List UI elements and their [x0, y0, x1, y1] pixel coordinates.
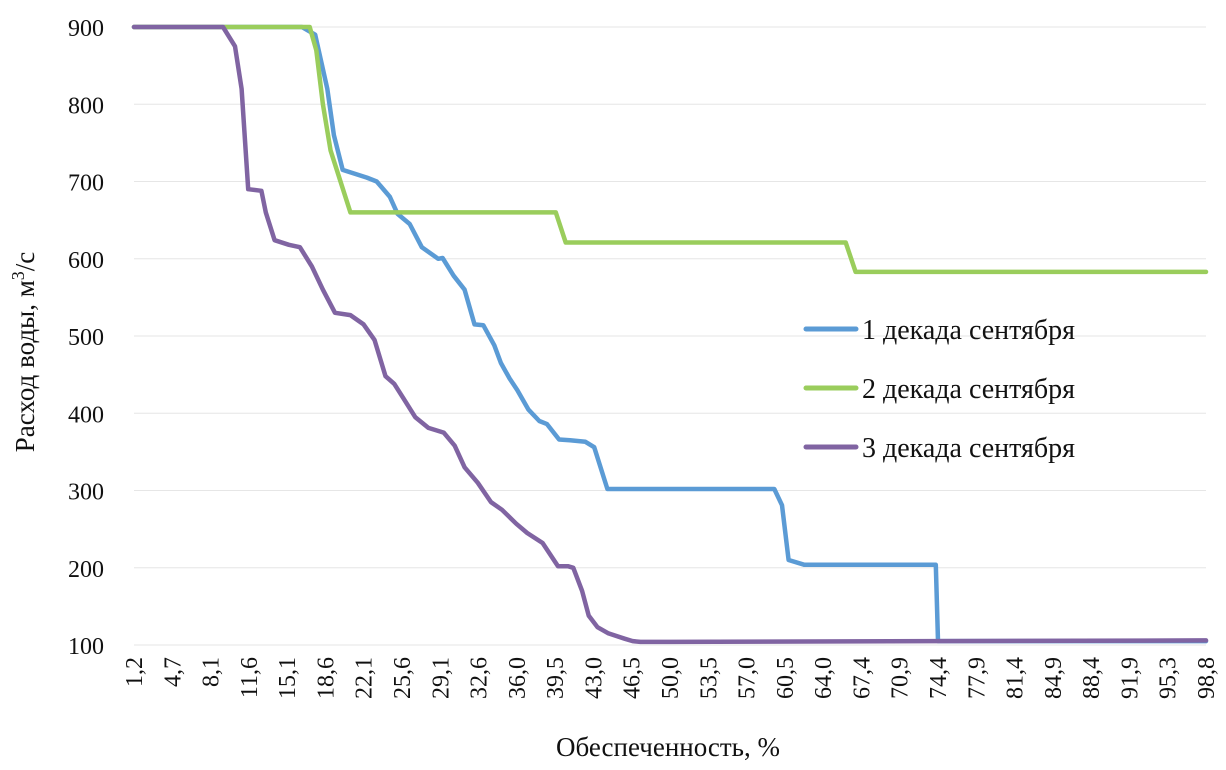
series-line-3 — [131, 24, 1209, 645]
x-tick-label: 88,4 — [1079, 657, 1105, 699]
y-tick-label: 600 — [68, 248, 104, 274]
legend-label-3: 3 декада сентября — [862, 433, 1075, 464]
y-tick-label: 200 — [68, 557, 104, 583]
x-tick-label: 77,9 — [964, 657, 990, 699]
gridlines — [134, 26, 1206, 646]
x-tick-label: 18,6 — [313, 657, 339, 699]
y-axis-title: Расход воды, м3/с — [8, 252, 40, 453]
y-axis-title-main: Расход воды, м — [10, 280, 40, 452]
y-axis-title-suffix: /с — [10, 252, 40, 272]
x-tick-label: 46,5 — [620, 657, 646, 699]
y-tick-label: 300 — [68, 480, 104, 506]
x-tick-label: 39,5 — [543, 657, 569, 699]
legend: 1 декада сентября 2 декада сентября 3 дека… — [803, 315, 1075, 464]
x-tick-label: 15,1 — [275, 657, 301, 699]
x-tick-label: 22,1 — [352, 657, 378, 699]
x-tick-label: 95,3 — [1156, 657, 1182, 699]
x-axis-tick-labels: 1,2 4,7 8,1 11,6 15,1 18,6 22,1 25,6 29,1 32,6 36,… — [122, 657, 1220, 699]
x-tick-label: 70,9 — [888, 657, 914, 699]
x-tick-label: 57,0 — [735, 657, 761, 699]
y-tick-label: 800 — [68, 93, 104, 119]
x-tick-label: 8,1 — [199, 657, 225, 687]
y-tick-label: 100 — [68, 634, 104, 660]
y-axis-tick-labels: 100 200 300 400 500 600 700 800 900 — [68, 16, 104, 660]
x-axis-title: Обеспеченность, % — [556, 732, 780, 762]
series-lines — [131, 24, 1209, 645]
y-tick-label: 700 — [68, 171, 104, 197]
x-tick-label: 67,4 — [849, 657, 875, 699]
x-tick-label: 4,7 — [160, 657, 186, 687]
legend-label-2: 2 декада сентября — [862, 374, 1075, 405]
x-tick-label: 43,0 — [581, 657, 607, 699]
x-tick-label: 53,5 — [696, 657, 722, 699]
x-tick-label: 11,6 — [237, 657, 263, 698]
x-tick-label: 36,0 — [505, 657, 531, 699]
y-axis-title-superscript: 3 — [8, 271, 28, 280]
x-tick-label: 74,4 — [926, 657, 952, 699]
y-tick-label: 400 — [68, 402, 104, 428]
x-tick-label: 91,9 — [1117, 657, 1143, 699]
x-tick-label: 32,6 — [467, 657, 493, 699]
x-tick-label: 50,0 — [658, 657, 684, 699]
x-tick-label: 60,5 — [773, 657, 799, 699]
series-line-2 — [131, 24, 1209, 275]
x-tick-label: 25,6 — [390, 657, 416, 699]
series-line-1 — [131, 24, 1209, 644]
x-tick-label: 1,2 — [122, 657, 148, 687]
x-tick-label: 29,1 — [428, 657, 454, 699]
x-tick-label: 81,4 — [1003, 657, 1029, 699]
x-tick-label: 98,8 — [1194, 657, 1220, 699]
y-tick-label: 900 — [68, 16, 104, 42]
legend-label-1: 1 декада сентября — [862, 315, 1075, 346]
x-tick-label: 84,9 — [1041, 657, 1067, 699]
y-tick-label: 500 — [68, 325, 104, 351]
x-tick-label: 64,0 — [811, 657, 837, 699]
